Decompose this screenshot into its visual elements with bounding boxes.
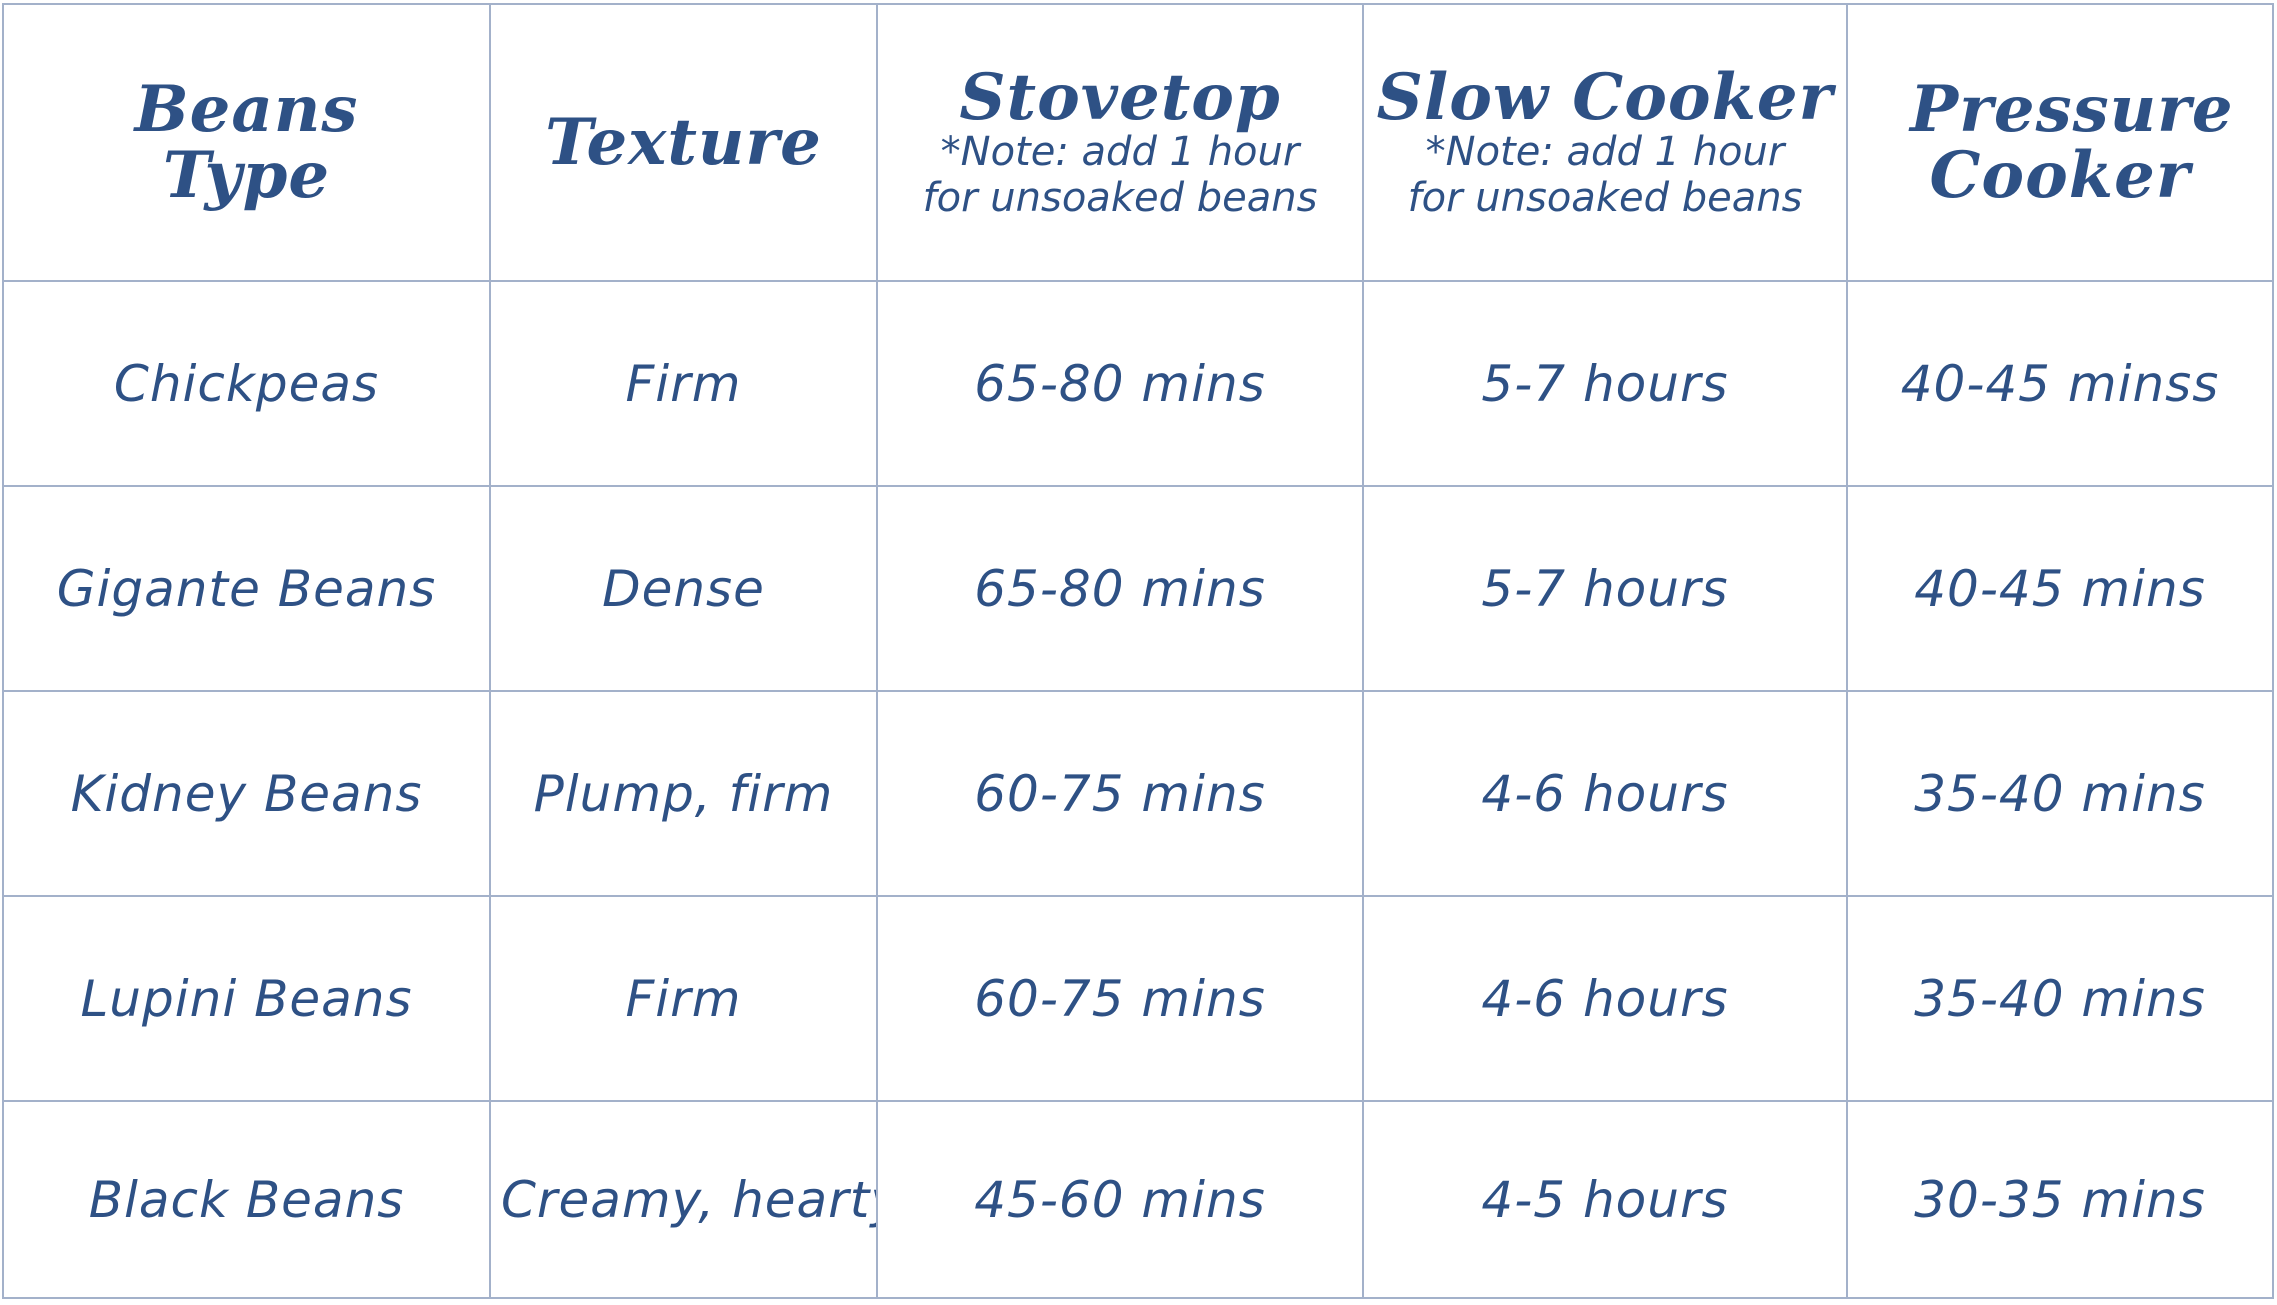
texture-value: Firm <box>625 969 742 1028</box>
stovetop-time: 65-80 mins <box>974 354 1266 413</box>
texture-value: Firm <box>625 354 742 413</box>
slow-cooker-time: 4-6 hours <box>1481 969 1729 1028</box>
bean-name: Gigante Beans <box>56 559 437 618</box>
header-title: Stovetop <box>959 59 1281 135</box>
table-header-row: Beans Type Texture Stovetop *Note: add 1… <box>2 2 2274 283</box>
pressure-cooker-time: 40-45 minss <box>1900 354 2220 413</box>
stovetop-time: 65-80 mins <box>974 559 1266 618</box>
cell-stovetop: 65-80 mins <box>876 485 1364 693</box>
pressure-cooker-time: 40-45 mins <box>1914 559 2206 618</box>
cell-bean: Gigante Beans <box>2 485 491 693</box>
stovetop-time: 60-75 mins <box>974 764 1266 823</box>
slow-cooker-time: 4-5 hours <box>1481 1170 1729 1229</box>
header-stovetop: Stovetop *Note: add 1 hour for unsoaked … <box>876 2 1364 283</box>
header-slow-cooker: Slow Cooker *Note: add 1 hour for unsoak… <box>1362 2 1848 283</box>
table-row: Gigante Beans Dense 65-80 mins 5-7 hours… <box>2 485 2274 693</box>
cell-slow-cooker: 4-6 hours <box>1362 690 1848 898</box>
cell-bean: Kidney Beans <box>2 690 491 898</box>
bean-name: Kidney Beans <box>70 764 423 823</box>
table-row: Chickpeas Firm 65-80 mins 5-7 hours 40-4… <box>2 280 2274 488</box>
cell-bean: Black Beans <box>2 1100 491 1299</box>
cell-pressure-cooker: 30-35 mins <box>1846 1100 2274 1299</box>
cell-texture: Firm <box>489 895 878 1103</box>
texture-value: Plump, firm <box>533 764 834 823</box>
pressure-cooker-time: 35-40 mins <box>1914 764 2206 823</box>
slow-cooker-time: 5-7 hours <box>1481 354 1729 413</box>
header-title: Beans Type <box>134 71 359 213</box>
bean-name: Chickpeas <box>113 354 380 413</box>
table-row: Kidney Beans Plump, firm 60-75 mins 4-6 … <box>2 690 2274 898</box>
texture-value: Dense <box>602 559 765 618</box>
cell-texture: Creamy, hearty <box>489 1100 878 1299</box>
cell-pressure-cooker: 35-40 mins <box>1846 690 2274 898</box>
header-title: Pressure Cooker <box>1910 71 2234 213</box>
cell-slow-cooker: 4-6 hours <box>1362 895 1848 1103</box>
stovetop-time: 60-75 mins <box>974 969 1266 1028</box>
table-row: Lupini Beans Firm 60-75 mins 4-6 hours 3… <box>2 895 2274 1103</box>
stovetop-time: 45-60 mins <box>974 1170 1266 1229</box>
cell-slow-cooker: 4-5 hours <box>1362 1100 1848 1299</box>
cell-stovetop: 45-60 mins <box>876 1100 1364 1299</box>
header-note: *Note: add 1 hour for unsoaked beans <box>1407 128 1803 221</box>
bean-name: Lupini Beans <box>80 969 413 1028</box>
slow-cooker-time: 5-7 hours <box>1481 559 1729 618</box>
table-row: Black Beans Creamy, hearty 45-60 mins 4-… <box>2 1100 2274 1299</box>
pressure-cooker-time: 35-40 mins <box>1914 969 2206 1028</box>
pressure-cooker-time: 30-35 mins <box>1914 1170 2206 1229</box>
cell-stovetop: 60-75 mins <box>876 895 1364 1103</box>
header-note: *Note: add 1 hour for unsoaked beans <box>922 128 1318 221</box>
header-pressure-cooker: Pressure Cooker <box>1846 2 2274 283</box>
cell-stovetop: 65-80 mins <box>876 280 1364 488</box>
cell-texture: Dense <box>489 485 878 693</box>
cell-slow-cooker: 5-7 hours <box>1362 280 1848 488</box>
cell-slow-cooker: 5-7 hours <box>1362 485 1848 693</box>
cell-texture: Plump, firm <box>489 690 878 898</box>
slow-cooker-time: 4-6 hours <box>1481 764 1729 823</box>
cell-stovetop: 60-75 mins <box>876 690 1364 898</box>
cell-texture: Firm <box>489 280 878 488</box>
cell-pressure-cooker: 40-45 mins <box>1846 485 2274 693</box>
texture-value: Creamy, hearty <box>501 1170 877 1229</box>
cell-pressure-cooker: 40-45 minss <box>1846 280 2274 488</box>
cell-bean: Lupini Beans <box>2 895 491 1103</box>
cell-bean: Chickpeas <box>2 280 491 488</box>
header-title: Texture <box>545 104 822 180</box>
header-title: Slow Cooker <box>1376 59 1834 135</box>
cell-pressure-cooker: 35-40 mins <box>1846 895 2274 1103</box>
header-beans-type: Beans Type <box>2 2 491 283</box>
header-texture: Texture <box>489 2 878 283</box>
bean-name: Black Beans <box>88 1170 405 1229</box>
